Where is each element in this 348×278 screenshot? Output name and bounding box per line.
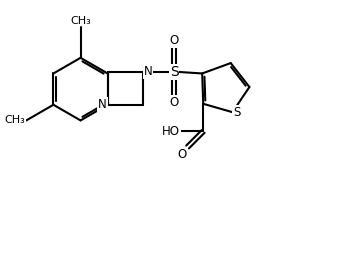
Text: N: N bbox=[98, 98, 107, 111]
Text: HO: HO bbox=[162, 125, 180, 138]
Text: CH₃: CH₃ bbox=[70, 16, 91, 26]
Text: O: O bbox=[169, 96, 179, 109]
Text: S: S bbox=[169, 65, 179, 79]
Text: S: S bbox=[234, 106, 241, 119]
Text: CH₃: CH₃ bbox=[5, 115, 25, 125]
Text: O: O bbox=[169, 34, 179, 48]
Text: N: N bbox=[144, 65, 152, 78]
Text: O: O bbox=[177, 148, 187, 161]
